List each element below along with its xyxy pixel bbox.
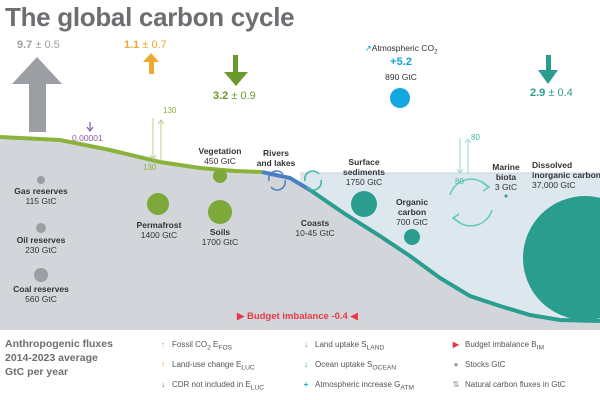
- coasts-cycle-icon: [303, 170, 323, 191]
- organic-carbon-label: Organic carbon 700 GtC: [395, 197, 429, 227]
- land-uptake-flux-label: 3.2 ± 0.9: [213, 90, 256, 102]
- cdr-arrow: [86, 122, 94, 132]
- legend-land-uptake: ↓ Land uptake SLAND: [300, 340, 384, 352]
- legend-budget-imbalance: ▶ Budget imbalance BIM: [450, 340, 544, 352]
- updown-arrow-icon: ⇅: [452, 380, 460, 389]
- land-surface: [0, 135, 263, 174]
- marine-biota-label: Marine biota 3 GtC: [492, 162, 520, 192]
- legend-land-use: ↑ Land-use change ELUC: [157, 360, 255, 372]
- trend-icon: ↗: [364, 43, 372, 53]
- down-arrow-icon: ↓: [304, 340, 308, 349]
- oil-stock-circle: [36, 223, 46, 233]
- rivers-cycle-icon: [267, 170, 287, 191]
- fossil-flux-label: 9.7 ± 0.5: [17, 39, 60, 51]
- river-surface: [261, 170, 312, 192]
- atmospheric-increase-value: +5.2: [390, 56, 412, 68]
- right-triangle-icon: ◀: [350, 311, 358, 322]
- rivers-lakes-label: Rivers and lakes: [256, 148, 296, 168]
- atmospheric-label: ↗Atmospheric CO2: [364, 43, 438, 56]
- legend-stocks: ● Stocks GtC: [450, 360, 506, 369]
- fossil-emission-arrow: [12, 57, 62, 132]
- ocean-uptake-arrow: [538, 55, 558, 84]
- triangle-icon: ▶: [452, 340, 460, 349]
- land-uptake-arrow: [224, 55, 248, 86]
- organic-carbon-stock-circle: [404, 229, 420, 245]
- page-title: The global carbon cycle: [5, 2, 295, 32]
- land-use-arrow: [143, 53, 159, 74]
- atmospheric-stock-value: 890 GtC: [385, 72, 417, 82]
- atmospheric-stock-circle: [390, 88, 410, 108]
- down-arrow-icon: ↓: [304, 360, 308, 369]
- ocean-uptake-flux-label: 2.9 ± 0.4: [530, 87, 573, 99]
- legend-atmospheric-increase: + Atmospheric increase GATM: [300, 380, 414, 392]
- soils-label: Soils 1700 GtC: [201, 227, 239, 247]
- permafrost-label: Permafrost 1400 GtC: [136, 220, 182, 240]
- up-arrow-icon: ↑: [161, 340, 165, 349]
- coal-reserves-label: Coal reserves 560 GtC: [13, 284, 69, 304]
- ocean-natural-down-value: 80: [455, 177, 464, 186]
- cdr-value: 0.00001: [72, 133, 103, 143]
- legend-natural-fluxes: ⇅ Natural carbon fluxes in GtC: [450, 380, 566, 389]
- left-triangle-icon: ▶: [237, 311, 245, 322]
- coal-stock-circle: [34, 268, 48, 282]
- marine-biota-stock-circle: [504, 194, 508, 198]
- dissolved-carbon-stock-circle: [523, 196, 600, 320]
- soils-stock-circle: [208, 200, 232, 224]
- legend-cdr: ↓ CDR not included in ELUC: [157, 380, 264, 392]
- gas-reserves-label: Gas reserves 115 GtC: [14, 186, 68, 206]
- natural-ocean-flux-arrows: [456, 138, 472, 174]
- dissolved-carbon-label: Dissolved inorganic carbon 37,000 GtC: [532, 160, 600, 190]
- vegetation-stock-circle: [213, 169, 227, 183]
- natural-land-flux-arrows: [149, 118, 165, 160]
- coasts-label: Coasts 10-45 GtC: [295, 218, 335, 238]
- budget-imbalance-label: ▶ Budget imbalance -0.4 ◀: [237, 311, 358, 322]
- vegetation-label: Vegetation 450 GtC: [198, 146, 242, 166]
- ocean-floor: [308, 188, 600, 323]
- ground: [0, 137, 600, 330]
- legend-divider: [0, 329, 600, 330]
- legend-fossil: ↑ Fossil CO2 EFOS: [157, 340, 232, 352]
- land-use-flux-label: 1.1 ± 0.7: [124, 39, 167, 51]
- oil-reserves-label: Oil reserves 230 GtC: [16, 235, 66, 255]
- sediments-label: Surface sediments 1750 GtC: [342, 157, 386, 187]
- legend-ocean-uptake: ↓ Ocean uptake SOCEAN: [300, 360, 396, 372]
- legend-title: Anthropogenic fluxes 2014-2023 average G…: [5, 338, 113, 378]
- permafrost-stock-circle: [147, 193, 169, 215]
- up-arrow-icon: ↑: [161, 360, 165, 369]
- ocean-natural-up-value: 80: [471, 133, 480, 142]
- land-natural-up-value: 130: [163, 106, 177, 115]
- down-arrow-icon: ↓: [161, 380, 165, 389]
- sediments-stock-circle: [351, 191, 377, 217]
- plus-icon: +: [303, 380, 309, 389]
- circle-icon: ●: [453, 360, 459, 369]
- ocean-cycle-icon: [449, 178, 493, 227]
- gas-stock-circle: [37, 176, 45, 184]
- land-natural-down-value: 130: [143, 163, 157, 172]
